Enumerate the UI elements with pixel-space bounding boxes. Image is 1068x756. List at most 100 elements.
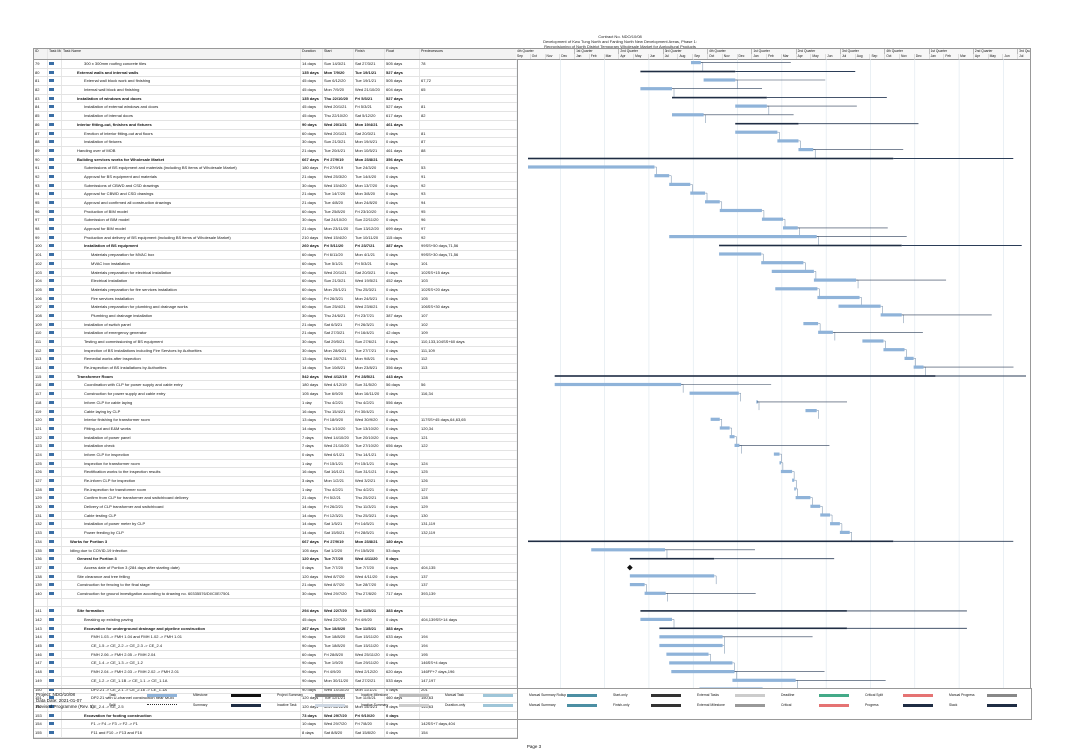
col-id[interactable]: ID bbox=[34, 49, 48, 59]
table-row[interactable]: 144 FMH 1.03 -> FMH 1.04 and FMH 1.02 -> … bbox=[34, 633, 517, 643]
table-row[interactable]: 141 Site formation 294 days Wed 22/7/20 Tue … bbox=[34, 607, 517, 616]
table-row[interactable]: 151 DP2.21 with U-channel construction ne… bbox=[34, 694, 517, 703]
col-predecessors[interactable]: Predecessors bbox=[421, 49, 443, 53]
table-row[interactable]: 136 General for Portion 3 120 days Tue 7/7/… bbox=[34, 555, 517, 564]
col-duration[interactable]: Duration bbox=[301, 49, 323, 59]
table-row[interactable]: 110 Installation of emergency generator 21… bbox=[34, 329, 517, 338]
table-row[interactable]: 132 Installation of power meter by CLP 14 … bbox=[34, 520, 517, 530]
table-row[interactable]: 99 Production and delivery of BS equipmen… bbox=[34, 233, 517, 243]
table-row[interactable]: 112 Inspection of BS installations includ… bbox=[34, 346, 517, 356]
table-row[interactable]: 130 Delivery of CLP transformer and switc… bbox=[34, 503, 517, 512]
col-finish[interactable]: Finish bbox=[354, 49, 385, 59]
task-bar bbox=[838, 304, 881, 308]
auto-schedule-icon bbox=[49, 366, 54, 370]
table-row[interactable]: 90 Building services works for Wholesale … bbox=[34, 155, 517, 165]
col-start[interactable]: Start bbox=[323, 49, 354, 59]
table-row[interactable]: 123 Installation check 7 days Wed 21/10/20 T… bbox=[34, 442, 517, 451]
table-row[interactable]: 115 Transformer Room 542 days Wed 4/12/19 Fr… bbox=[34, 372, 517, 382]
table-row[interactable]: 83 Installation of windows and doors 135 d… bbox=[34, 94, 517, 104]
task-finish: Wed 2/12/20 bbox=[354, 668, 385, 676]
table-row[interactable]: 135 Idling due to COVID-19 infection 105 d… bbox=[34, 546, 517, 556]
table-row[interactable]: 94 Approval for CBWD and CSD drawings 21 d… bbox=[34, 190, 517, 199]
table-row[interactable]: 102 MVAC box installation 60 days Tue 5/1/2… bbox=[34, 259, 517, 269]
table-row[interactable]: 80 External walls and internal walls 135 d… bbox=[34, 68, 517, 78]
table-row[interactable]: 91 Submissions of BS equipment and materi… bbox=[34, 164, 517, 173]
table-row[interactable]: 119 Cable laying by CLP 16 days Thu 15/4/21… bbox=[34, 407, 517, 417]
table-row[interactable]: 100 Installation of BS equipment 260 days F… bbox=[34, 242, 517, 252]
table-row[interactable]: 147 CE_1.4 -> CE_1.3 -> CE_1.2 90 days Tue … bbox=[34, 659, 517, 669]
col-task-mode[interactable]: Task Mode bbox=[48, 49, 62, 59]
task-name: Delivery of CLP transformer and switchbo… bbox=[62, 503, 301, 511]
table-row[interactable]: 128 Re-inspection for transformer room 1 d… bbox=[34, 485, 517, 495]
table-row[interactable]: 154 F1 -> F4 -> F3 -> F2 -> F1 10 days Wed … bbox=[34, 720, 517, 729]
table-row[interactable]: 81 External wall block work and finishing… bbox=[34, 77, 517, 87]
table-row[interactable]: 116 Coordination with CLP for power suppl… bbox=[34, 381, 517, 391]
table-row[interactable]: 89 Handing over of MOB 21 days Tue 20/4/21 M… bbox=[34, 146, 517, 156]
table-row[interactable]: 93 Submissions of CBWD and CSD drawings 30… bbox=[34, 181, 517, 191]
table-row[interactable]: 96 Production of BIM model 60 days Tue 25/8… bbox=[34, 207, 517, 217]
quarter-label: 1st Quarter bbox=[752, 49, 797, 54]
task-name: Fire services installation bbox=[62, 294, 301, 303]
table-row[interactable]: 95 Approval and confirmed all constructio… bbox=[34, 199, 517, 208]
table-row[interactable]: 106 Fire services installation 60 days Fri … bbox=[34, 294, 517, 304]
table-row[interactable]: 108 Plumbing and drainage installation 30 … bbox=[34, 311, 517, 321]
table-row[interactable]: 131 Cable testing CLP 14 days Fri 12/3/21 Th… bbox=[34, 511, 517, 521]
table-row[interactable]: 142 Breaking up existing paving 45 days Wed… bbox=[34, 616, 517, 625]
table-row[interactable]: 129 Confirm from CLP for transformer and … bbox=[34, 494, 517, 504]
auto-schedule-icon bbox=[49, 88, 54, 92]
table-row[interactable]: 148 FMH 2.04 -> FMH 2.03 -> FMH 2.02 -> F… bbox=[34, 668, 517, 677]
table-row[interactable]: 82 Internal wall block and finishing 45 da… bbox=[34, 86, 517, 95]
task-finish: Fri 23/10/20 bbox=[354, 207, 385, 216]
task-predecessors: 116,34 bbox=[421, 391, 433, 397]
table-row[interactable]: 139 Construction for fencing to the final… bbox=[34, 581, 517, 590]
table-row[interactable]: 105 Materials preparation for fire servic… bbox=[34, 285, 517, 295]
table-row[interactable]: 143 Excavation for underground drainage a… bbox=[34, 624, 517, 634]
month-label: Jul bbox=[841, 54, 856, 59]
task-predecessors: 129 bbox=[421, 504, 428, 510]
table-row[interactable]: 114 Re-inspection of BS installations by … bbox=[34, 364, 517, 373]
task-predecessors: 111,109 bbox=[421, 347, 435, 353]
table-row[interactable]: 101 Materials preparation for MVAC box 60 … bbox=[34, 251, 517, 260]
table-row[interactable] bbox=[34, 598, 517, 608]
table-row[interactable]: 85 Installation of internal doors 45 days T… bbox=[34, 112, 517, 121]
table-row[interactable]: 107 Materials preparation for plumbing an… bbox=[34, 303, 517, 312]
table-row[interactable]: 140 Construction for ground investigation… bbox=[34, 589, 517, 599]
table-row[interactable]: 121 Fitting-out and E&M works 14 days Thu 1… bbox=[34, 424, 517, 434]
col-float[interactable]: Float bbox=[385, 49, 420, 59]
task-predecessors bbox=[420, 599, 517, 607]
table-row[interactable]: 104 Electrical installation 60 days Sun 21/… bbox=[34, 277, 517, 286]
table-row[interactable]: 137 Access date of Portion 3 (284 days af… bbox=[34, 563, 517, 573]
table-row[interactable]: 97 Submission of BIM model 30 days Sat 24/1… bbox=[34, 216, 517, 226]
table-row[interactable]: 103 Materials preparation for electrical … bbox=[34, 268, 517, 278]
table-row[interactable]: 125 Inspection for transformer room 1 day F… bbox=[34, 459, 517, 469]
table-row[interactable]: 88 Installation of fixtures 30 days Sun 21/… bbox=[34, 138, 517, 147]
table-row[interactable]: 133 Power feeding by CLP 14 days Sat 15/5/2… bbox=[34, 529, 517, 538]
table-row[interactable]: 117 Construction for power supply and cab… bbox=[34, 390, 517, 399]
table-row[interactable]: 122 Installation of power panel 7 days Wed … bbox=[34, 433, 517, 443]
table-row[interactable]: 86 Interior fitting-out, finishes and fix… bbox=[34, 120, 517, 130]
table-row[interactable]: 98 Approval for BIM model 21 days Mon 23/11… bbox=[34, 225, 517, 234]
table-row[interactable]: 113 Remedial works after inspection 13 day… bbox=[34, 355, 517, 365]
table-row[interactable]: 87 Erection of interior fitting-out and f… bbox=[34, 129, 517, 139]
table-row[interactable]: 79 300 x 300mm roofing concrete tiles 14 d… bbox=[34, 60, 517, 69]
table-row[interactable]: 150 DP2.21 -> CE_2.1 -> CE_2.16 -> CE_1.1… bbox=[34, 685, 517, 695]
table-row[interactable]: 118 Inform CLP for cable laying 1 day Thu 4… bbox=[34, 398, 517, 408]
table-row[interactable]: 92 Approval for BS equipment and material… bbox=[34, 172, 517, 182]
table-row[interactable]: 146 FMH 2.06 -> FMH 2.05 -> FMH 2.04 60 da… bbox=[34, 650, 517, 660]
col-task-name[interactable]: Task Name bbox=[62, 49, 301, 59]
table-row[interactable]: 111 Testing and commissioning of BS equip… bbox=[34, 338, 517, 347]
task-float: 452 days bbox=[385, 277, 420, 285]
table-row[interactable]: 145 CE_1.5 -> CE_2.2 -> CE_2.3 -> CE_2.4 9… bbox=[34, 642, 517, 651]
table-row[interactable]: 84 Installation of external windows and d… bbox=[34, 103, 517, 113]
table-row[interactable]: 127 Re-inform CLP for inspection 3 days Mon… bbox=[34, 477, 517, 486]
table-row[interactable]: 149 CE_1.2 -> CE_1.1B -> CE_1.1 -> CE_1.1… bbox=[34, 676, 517, 686]
table-row[interactable]: 124 Inform CLP for inspection 0 days Wed 6/… bbox=[34, 450, 517, 460]
table-row[interactable]: 138 Site clearance and tree felling 120 da… bbox=[34, 572, 517, 582]
table-row[interactable]: 120 Interior finishing for transformer ro… bbox=[34, 416, 517, 425]
task-bar bbox=[689, 391, 739, 395]
table-row[interactable]: 109 Installation of switch panel 21 days Sa… bbox=[34, 320, 517, 330]
task-mode bbox=[48, 607, 62, 615]
table-row[interactable]: 134 Works for Portion 3 667 days Fri 27/9/1… bbox=[34, 537, 517, 547]
table-row[interactable]: 155 F11 and F10 -> F13 and F16 8 days Sat 8… bbox=[34, 728, 517, 738]
table-row[interactable]: 126 Rectification works to the inspection… bbox=[34, 468, 517, 477]
